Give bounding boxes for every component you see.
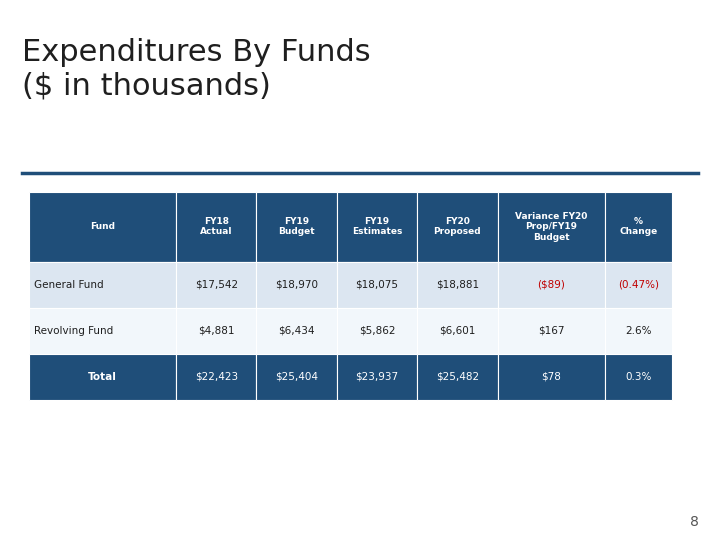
FancyBboxPatch shape: [605, 262, 672, 308]
Text: $25,482: $25,482: [436, 372, 479, 382]
FancyBboxPatch shape: [176, 192, 256, 262]
FancyBboxPatch shape: [29, 308, 176, 354]
Text: %
Change: % Change: [619, 217, 657, 237]
FancyBboxPatch shape: [29, 192, 176, 262]
FancyBboxPatch shape: [417, 354, 498, 400]
FancyBboxPatch shape: [256, 262, 337, 308]
FancyBboxPatch shape: [498, 192, 605, 262]
Text: $167: $167: [538, 326, 564, 336]
FancyBboxPatch shape: [417, 192, 498, 262]
FancyBboxPatch shape: [417, 262, 498, 308]
Text: 0.3%: 0.3%: [625, 372, 652, 382]
FancyBboxPatch shape: [256, 308, 337, 354]
Text: 2.6%: 2.6%: [625, 326, 652, 336]
FancyBboxPatch shape: [176, 262, 256, 308]
Text: $6,434: $6,434: [279, 326, 315, 336]
FancyBboxPatch shape: [256, 354, 337, 400]
Text: FY20
Proposed: FY20 Proposed: [433, 217, 481, 237]
Text: $25,404: $25,404: [275, 372, 318, 382]
Text: General Fund: General Fund: [34, 280, 104, 290]
Text: $5,862: $5,862: [359, 326, 395, 336]
Text: $18,881: $18,881: [436, 280, 479, 290]
Text: $23,937: $23,937: [356, 372, 399, 382]
Text: FY18
Actual: FY18 Actual: [200, 217, 233, 237]
FancyBboxPatch shape: [605, 354, 672, 400]
FancyBboxPatch shape: [29, 262, 176, 308]
FancyBboxPatch shape: [417, 308, 498, 354]
Text: $18,075: $18,075: [356, 280, 398, 290]
Text: FY19
Budget: FY19 Budget: [279, 217, 315, 237]
Text: $17,542: $17,542: [194, 280, 238, 290]
Text: 8: 8: [690, 515, 698, 529]
Text: Fund: Fund: [90, 222, 115, 231]
Text: $4,881: $4,881: [198, 326, 235, 336]
FancyBboxPatch shape: [29, 354, 176, 400]
FancyBboxPatch shape: [498, 308, 605, 354]
FancyBboxPatch shape: [605, 308, 672, 354]
Text: $18,970: $18,970: [275, 280, 318, 290]
FancyBboxPatch shape: [605, 192, 672, 262]
FancyBboxPatch shape: [498, 262, 605, 308]
FancyBboxPatch shape: [176, 354, 256, 400]
FancyBboxPatch shape: [337, 192, 417, 262]
Text: $22,423: $22,423: [194, 372, 238, 382]
Text: ($89): ($89): [537, 280, 565, 290]
Text: $6,601: $6,601: [439, 326, 475, 336]
Text: Variance FY20
Prop/FY19
Budget: Variance FY20 Prop/FY19 Budget: [515, 212, 588, 242]
FancyBboxPatch shape: [337, 262, 417, 308]
Text: Total: Total: [88, 372, 117, 382]
FancyBboxPatch shape: [337, 354, 417, 400]
FancyBboxPatch shape: [176, 308, 256, 354]
FancyBboxPatch shape: [256, 192, 337, 262]
Text: Expenditures By Funds
($ in thousands): Expenditures By Funds ($ in thousands): [22, 38, 370, 100]
Text: (0.47%): (0.47%): [618, 280, 659, 290]
Text: Revolving Fund: Revolving Fund: [34, 326, 113, 336]
Text: $78: $78: [541, 372, 561, 382]
FancyBboxPatch shape: [498, 354, 605, 400]
Text: FY19
Estimates: FY19 Estimates: [352, 217, 402, 237]
FancyBboxPatch shape: [337, 308, 417, 354]
